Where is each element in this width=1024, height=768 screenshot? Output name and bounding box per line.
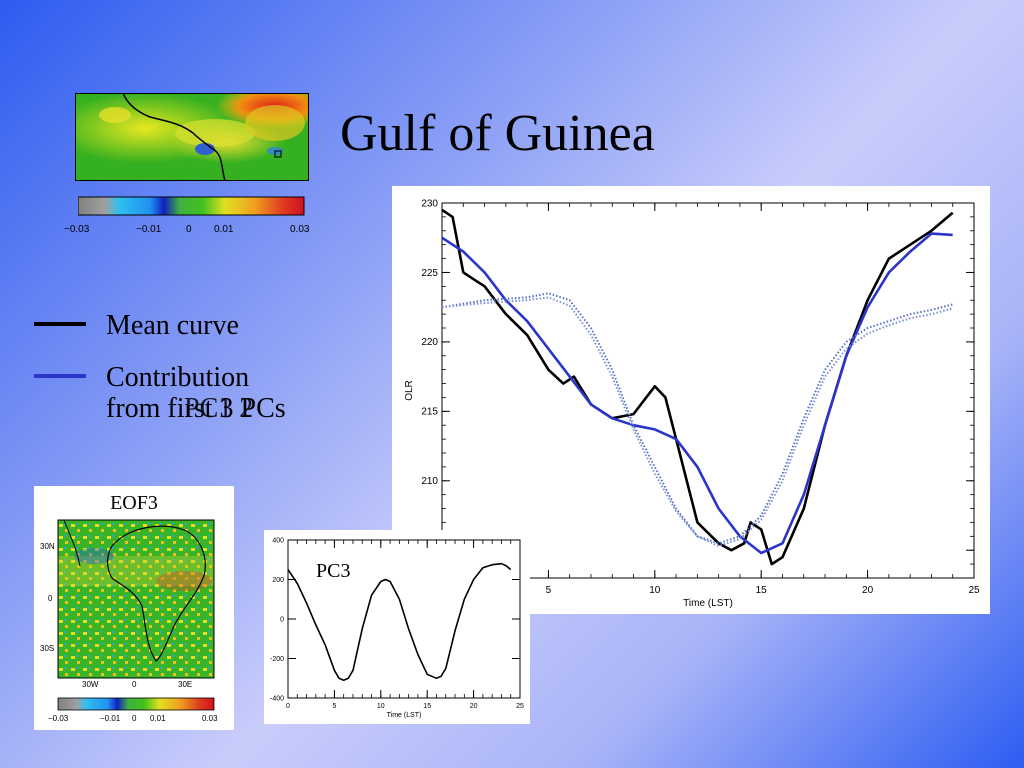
x-tick-label: 5: [546, 585, 552, 596]
y-tick-label: 210: [421, 476, 438, 487]
colorbar-tick: 0.03: [290, 224, 310, 235]
colorbar-tick: −0.03: [64, 224, 90, 235]
x-tick-label: 15: [423, 703, 431, 710]
x-tick-label: 25: [516, 703, 524, 710]
olr-line-chart: 510152025205210215220225230Time (LST)OLR: [404, 198, 980, 609]
x-tick-label: 10: [377, 703, 385, 710]
pc3-panel: 0 5 10 15 20 25 -400 -200 0 200 400 Time (LST) PC3: [264, 530, 530, 724]
eof3-lat-tick: 30N: [40, 542, 55, 551]
x-tick-label: 20: [470, 703, 478, 710]
plot-frame: [441, 202, 975, 579]
slide-title: Gulf of Guinea: [340, 105, 655, 162]
eof3-colorbar-tick: 0.03: [202, 714, 218, 723]
x-tick-label: 0: [286, 703, 290, 710]
x-tick-label: 15: [756, 585, 768, 596]
y-tick-label: 225: [421, 268, 438, 279]
series-line-2: [441, 292, 953, 545]
y-axis-label: OLR: [404, 380, 415, 401]
y-tick-label: 230: [421, 198, 438, 209]
x-tick-label: 25: [968, 585, 980, 596]
eof3-colorbar-tick: −0.03: [48, 714, 69, 723]
eof3-lon-tick: 30W: [82, 680, 99, 689]
eof3-lat-tick: 30S: [40, 644, 55, 653]
gulf-of-guinea-map: [75, 92, 309, 182]
contribution-overlay-text: PC1 2: [184, 393, 254, 424]
mean-curve-label: Mean curve: [106, 310, 239, 341]
colorbar-tick: 0.01: [214, 224, 234, 235]
contribution-label: Contribution from first 3 PCs PC1 2: [106, 362, 286, 424]
x-axis-label: Time (LST): [387, 712, 422, 719]
eof3-lon-tick: 0: [132, 680, 137, 689]
pc3-line-chart: 0 5 10 15 20 25 -400 -200 0 200 400 Time (LST): [270, 537, 524, 719]
y-tick-label: 220: [421, 337, 438, 348]
contribution-label-line1: Contribution: [106, 362, 250, 393]
y-tick-label: -400: [270, 695, 284, 702]
eof3-colorbar-tick: 0: [132, 714, 137, 723]
pc3-title: PC3: [316, 560, 351, 582]
y-tick-label: 0: [280, 616, 284, 623]
eof3-colorbar-tick: −0.01: [100, 714, 121, 723]
y-tick-label: 200: [272, 577, 284, 584]
eof3-lon-tick: 30E: [178, 680, 193, 689]
series-line-3: [441, 296, 953, 548]
eof3-title: EOF3: [110, 492, 158, 514]
colorbar-tick: −0.01: [136, 224, 162, 235]
x-tick-label: 20: [862, 585, 874, 596]
series-line-0: [441, 208, 954, 566]
x-tick-label: 5: [332, 703, 336, 710]
y-tick-label: 400: [272, 537, 284, 544]
contribution-label-line2: from first 3 PCs: [106, 393, 286, 424]
eof3-lat-tick: 0: [48, 594, 53, 603]
eof3-panel: EOF3 30N: [34, 486, 234, 730]
eof3-colorbar-tick: 0.01: [150, 714, 166, 723]
y-tick-label: -200: [270, 656, 284, 663]
top-colorbar: −0.03 −0.01 0 0.01 0.03: [64, 196, 310, 236]
y-tick-label: 215: [421, 407, 438, 418]
contribution-swatch: [34, 374, 86, 378]
series-line-0: [287, 562, 512, 681]
series-line-1: [441, 232, 953, 555]
x-tick-label: 10: [649, 585, 661, 596]
x-axis-label: Time (LST): [683, 598, 733, 609]
colorbar-tick: 0: [186, 224, 192, 235]
mean-curve-swatch: [34, 322, 86, 326]
